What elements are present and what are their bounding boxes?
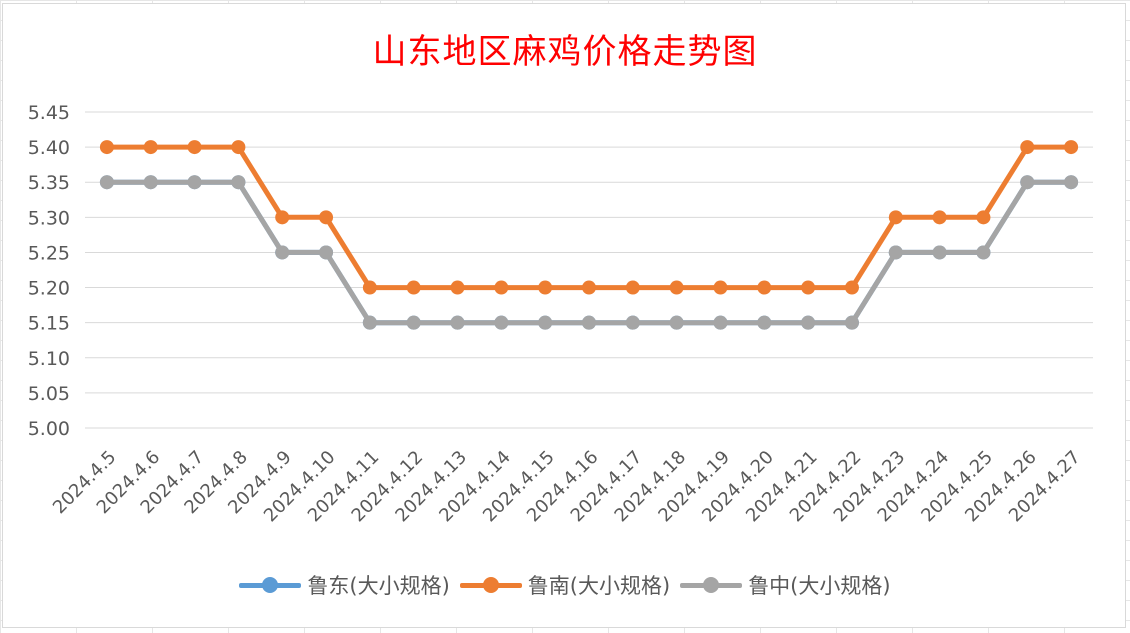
y-tick-label: 5.10 xyxy=(28,348,70,370)
data-point xyxy=(713,280,728,295)
data-point xyxy=(99,140,114,155)
data-point xyxy=(494,315,509,330)
legend-item[interactable]: 鲁中(大小规格) xyxy=(680,570,891,600)
chart-area[interactable] xyxy=(2,3,1126,628)
data-point xyxy=(669,280,684,295)
y-tick-label: 5.25 xyxy=(28,242,70,264)
legend-marker-icon xyxy=(239,576,302,594)
data-point xyxy=(932,210,947,225)
legend-item[interactable]: 鲁南(大小规格) xyxy=(459,570,671,600)
y-tick-label: 5.30 xyxy=(28,207,70,229)
data-point xyxy=(888,210,903,225)
data-point xyxy=(801,280,816,295)
data-point xyxy=(319,245,334,260)
data-point xyxy=(976,210,991,225)
data-point xyxy=(713,315,728,330)
data-point xyxy=(362,280,377,295)
data-point xyxy=(757,315,772,330)
data-point xyxy=(143,140,158,155)
data-point xyxy=(757,280,772,295)
data-point xyxy=(1020,175,1035,190)
data-point xyxy=(187,140,202,155)
data-point xyxy=(801,315,816,330)
y-tick-label: 5.20 xyxy=(28,278,70,300)
data-point xyxy=(538,280,553,295)
data-point xyxy=(406,315,421,330)
data-point xyxy=(976,245,991,260)
data-point xyxy=(1020,140,1035,155)
data-point xyxy=(187,175,202,190)
data-point xyxy=(625,315,640,330)
legend-label: 鲁中(大小规格) xyxy=(748,574,891,598)
chart-legend: 鲁东(大小规格) 鲁南(大小规格) 鲁中(大小规格) xyxy=(0,570,1130,600)
data-point xyxy=(1064,175,1079,190)
y-tick-label: 5.40 xyxy=(28,137,70,159)
data-point xyxy=(406,280,421,295)
y-tick-label: 5.45 xyxy=(28,102,70,124)
legend-marker-icon xyxy=(680,576,743,594)
data-point xyxy=(319,210,334,225)
data-point xyxy=(844,280,859,295)
data-point xyxy=(582,280,596,295)
data-point xyxy=(494,280,509,295)
data-point xyxy=(275,210,290,225)
data-point xyxy=(844,315,859,330)
y-tick-label: 5.35 xyxy=(28,172,70,194)
data-point xyxy=(362,315,377,330)
data-point xyxy=(625,280,640,295)
data-point xyxy=(450,315,465,330)
data-point xyxy=(538,315,553,330)
y-tick-label: 5.05 xyxy=(28,383,70,405)
y-tick-label: 5.15 xyxy=(28,313,70,335)
data-point xyxy=(1064,140,1079,155)
legend-label: 鲁南(大小规格) xyxy=(527,574,671,598)
data-point xyxy=(888,245,903,260)
legend-label: 鲁东(大小规格) xyxy=(307,574,450,598)
legend-item[interactable]: 鲁东(大小规格) xyxy=(239,570,450,600)
data-point xyxy=(669,315,684,330)
chart-title: 山东地区麻鸡价格走势图 xyxy=(372,32,758,72)
data-point xyxy=(275,245,290,260)
data-point xyxy=(231,140,246,155)
y-tick-label: 5.00 xyxy=(28,418,70,440)
legend-marker-icon xyxy=(459,576,522,594)
data-point xyxy=(450,280,465,295)
data-point xyxy=(99,175,114,190)
data-point xyxy=(143,175,158,190)
data-point xyxy=(582,315,596,330)
data-point xyxy=(932,245,947,260)
data-point xyxy=(231,175,246,190)
